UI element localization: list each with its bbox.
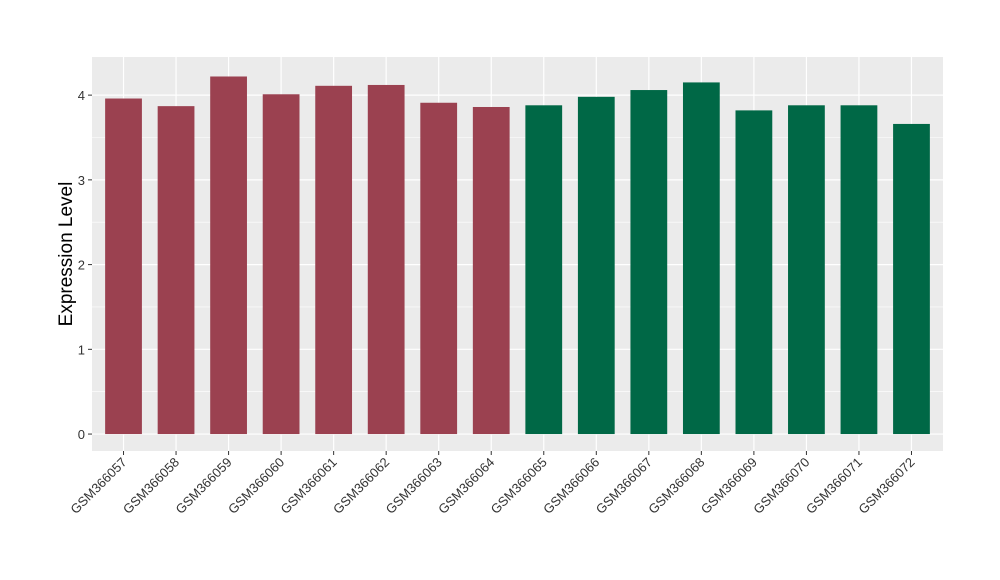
bar-GSM366068 [682,82,720,435]
bar-GSM366061 [315,85,353,435]
y-axis-title: Expression Level [56,182,77,327]
bar-GSM366072 [893,123,930,435]
y-tick-label: 3 [78,173,85,188]
bar-GSM366063 [420,102,458,435]
bar-GSM366062 [367,84,405,435]
bar-GSM366060 [262,94,300,435]
bar-GSM366066 [577,96,615,435]
bar-GSM366058 [157,106,195,435]
y-axis: 0 1 2 3 4 [78,88,92,442]
y-tick-label: 0 [78,427,85,442]
x-axis: GSM366057GSM366058GSM366059GSM366060GSM3… [67,451,918,517]
bar-GSM366071 [840,105,878,435]
y-tick-label: 1 [78,342,85,357]
bars [105,76,930,435]
x-tick-label: GSM366072 [855,455,917,517]
bar-GSM366065 [525,105,563,435]
bar-GSM366070 [788,105,825,435]
y-tick-label: 4 [78,88,85,103]
bar-GSM366064 [472,106,510,435]
bar-GSM366059 [210,76,247,435]
bar-GSM366069 [735,110,773,435]
y-tick-label: 2 [78,258,85,273]
bar-GSM366057 [105,98,142,435]
bar-GSM366067 [630,90,668,435]
